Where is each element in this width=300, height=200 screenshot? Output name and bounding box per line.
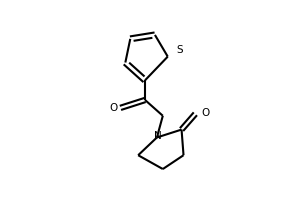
Text: N: N	[154, 131, 162, 141]
Text: O: O	[110, 103, 118, 113]
Text: S: S	[176, 45, 183, 55]
Text: O: O	[201, 108, 209, 118]
